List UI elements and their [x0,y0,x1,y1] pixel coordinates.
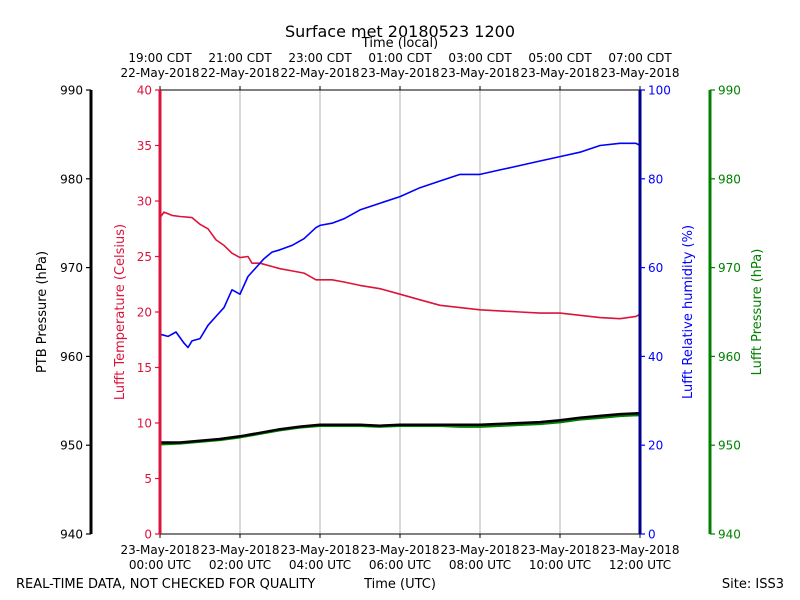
top-tick-time: 01:00 CDT [368,51,432,65]
top-tick-date: 22-May-2018 [200,66,279,80]
humidity-tick-label: 0 [648,528,656,542]
x-tick-time: 02:00 UTC [209,558,271,572]
temperature-axis-title: Lufft Temperature (Celsius) [113,224,128,400]
top-tick-time: 19:00 CDT [128,51,192,65]
temperature-tick-label: 15 [137,361,152,375]
lufft-pressure-tick-label: 980 [718,172,741,186]
temperature-tick-label: 10 [137,417,152,431]
temperature-tick-label: 25 [137,250,152,264]
top-tick-date: 23-May-2018 [600,66,679,80]
ptb-tick-label: 960 [60,350,83,364]
top-tick-time: 05:00 CDT [528,51,592,65]
humidity-axis-title: Lufft Relative humidity (%) [681,225,696,399]
grid-lines [239,90,561,534]
top-tick-time: 07:00 CDT [608,51,672,65]
lufft-pressure-tick-label: 990 [718,84,741,98]
x-axis-label: Time (UTC) [363,577,436,592]
x-tick-time: 08:00 UTC [449,558,511,572]
series-line-temperature [159,211,641,320]
chart-title: Surface met 20180523 1200 [285,22,515,41]
ptb-axis-title: PTB Pressure (hPa) [35,251,50,373]
temperature-tick-label: 35 [137,139,152,153]
ptb-tick-label: 950 [60,439,83,453]
ptb-tick-label: 970 [60,261,83,275]
x-tick-date: 23-May-2018 [440,543,519,557]
x-tick-date: 23-May-2018 [520,543,599,557]
temperature-tick-label: 5 [144,472,152,486]
top-tick-date: 23-May-2018 [520,66,599,80]
top-axis-label: Time (local) [361,36,438,51]
humidity-tick-label: 60 [648,261,663,275]
data-series [159,142,641,446]
x-tick-time: 06:00 UTC [369,558,431,572]
top-tick-date: 22-May-2018 [280,66,359,80]
ptb-tick-label: 980 [60,172,83,186]
lufft-pressure-tick-label: 960 [718,350,741,364]
top-tick-time: 23:00 CDT [288,51,352,65]
site-label: Site: ISS3 [722,577,784,592]
lufft-pressure-tick-label: 970 [718,261,741,275]
humidity-tick-label: 20 [648,439,663,453]
temperature-tick-label: 0 [144,528,152,542]
x-tick-date: 23-May-2018 [360,543,439,557]
x-tick-time: 10:00 UTC [529,558,591,572]
lufft-pressure-axis-title: Lufft Pressure (hPa) [750,249,765,376]
x-tick-date: 23-May-2018 [600,543,679,557]
lufft-pressure-tick-label: 940 [718,528,741,542]
temperature-tick-label: 30 [137,195,152,209]
top-tick-date: 23-May-2018 [360,66,439,80]
series-line-ptb [160,411,641,444]
top-tick-date: 22-May-2018 [120,66,199,80]
ptb-tick-label: 940 [60,528,83,542]
temperature-tick-label: 20 [137,306,152,320]
temperature-tick-label: 40 [137,84,152,98]
top-tick-date: 23-May-2018 [440,66,519,80]
ptb-tick-label: 990 [60,84,83,98]
x-tick-date: 23-May-2018 [280,543,359,557]
lufft-pressure-tick-label: 950 [718,439,741,453]
quality-disclaimer: REAL-TIME DATA, NOT CHECKED FOR QUALITY [16,577,315,592]
x-tick-time: 04:00 UTC [289,558,351,572]
humidity-tick-label: 80 [648,172,663,186]
top-tick-time: 03:00 CDT [448,51,512,65]
x-tick-date: 23-May-2018 [120,543,199,557]
humidity-tick-label: 40 [648,350,663,364]
x-tick-date: 23-May-2018 [200,543,279,557]
x-tick-time: 12:00 UTC [609,558,671,572]
axes [86,86,715,538]
x-tick-time: 00:00 UTC [129,558,191,572]
humidity-tick-label: 100 [648,84,671,98]
top-tick-time: 21:00 CDT [208,51,272,65]
series-line-humidity [159,142,641,349]
